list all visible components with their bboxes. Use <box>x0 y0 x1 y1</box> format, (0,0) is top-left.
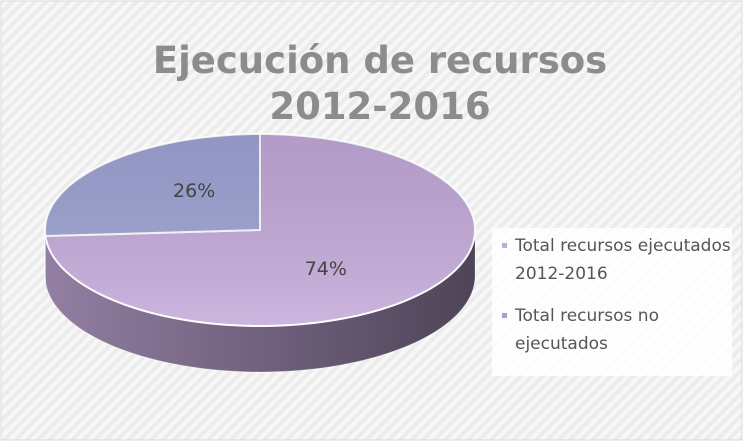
legend-marker <box>502 313 507 318</box>
data-label: 26% <box>173 179 216 202</box>
legend-label: Total recursos ejecutados 2012-2016 <box>515 236 731 284</box>
legend: Total recursos ejecutados 2012-2016 Total… <box>492 228 732 376</box>
legend-entry: Total recursos ejecutados 2012-2016 <box>492 232 732 288</box>
legend-label: Total recursos no ejecutados <box>515 306 659 354</box>
legend-marker <box>502 243 507 248</box>
pie <box>44 132 476 373</box>
data-label: 74% <box>304 258 347 281</box>
slice-side-shade <box>45 230 475 372</box>
chart-title: Ejecución de recursos 2012-2016 <box>152 39 608 128</box>
legend-entry: Total recursos no ejecutados <box>492 302 732 358</box>
